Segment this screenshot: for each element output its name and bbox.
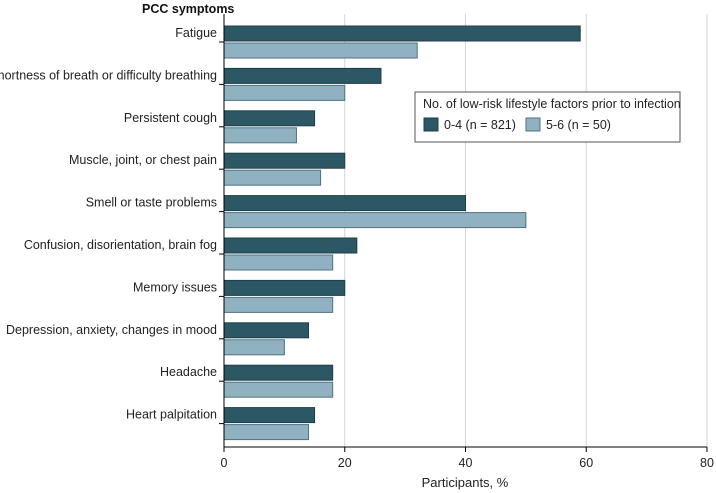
category-label: Memory issues — [133, 280, 217, 294]
bar-series-0-1 — [223, 67, 382, 84]
bars-layer — [223, 25, 581, 441]
bar-series-0-0 — [223, 25, 581, 42]
legend-label-series-1: 5-6 (n = 50) — [546, 118, 611, 132]
category-label: Confusion, disorientation, brain fog — [24, 238, 217, 252]
bar-series-1-6 — [223, 296, 334, 313]
bar-series-1-1 — [223, 84, 346, 101]
bar-series-1-0 — [223, 42, 418, 59]
bar-series-0-6 — [223, 279, 346, 296]
bar-series-0-7 — [223, 322, 310, 339]
category-label: Depression, anxiety, changes in mood — [6, 323, 217, 337]
bar-series-1-2 — [223, 127, 297, 144]
category-label: Muscle, joint, or chest pain — [69, 153, 217, 167]
x-tick-label: 0 — [221, 456, 228, 470]
bar-series-1-5 — [223, 254, 334, 271]
legend-frame — [414, 91, 681, 143]
category-label: Smell or taste problems — [86, 196, 217, 210]
x-tick-label: 60 — [579, 456, 593, 470]
legend-label-series-0: 0-4 (n = 821) — [444, 118, 516, 132]
bar-series-1-7 — [223, 339, 285, 356]
legend: No. of low-risk lifestyle factors prior … — [414, 91, 681, 143]
x-axis-title: Participants, % — [422, 475, 509, 490]
category-label: Persistent cough — [124, 111, 217, 125]
legend-title: No. of low-risk lifestyle factors prior … — [423, 97, 681, 111]
x-tick-label: 40 — [459, 456, 473, 470]
bar-series-0-8 — [223, 364, 334, 381]
bar-series-1-8 — [223, 381, 334, 398]
bar-series-0-4 — [223, 195, 466, 212]
category-label: Shortness of breath or difficulty breath… — [0, 68, 217, 82]
y-axis-title: PCC symptoms — [142, 2, 234, 16]
legend-swatch-series-1 — [525, 117, 541, 132]
bar-series-1-3 — [223, 169, 322, 186]
bar-series-0-5 — [223, 237, 358, 254]
bar-series-0-3 — [223, 152, 346, 169]
bar-series-0-9 — [223, 407, 316, 424]
x-tick-label: 80 — [700, 456, 714, 470]
axis-layer: 0 20 40 60 80 — [219, 14, 714, 470]
x-tick-label: 20 — [338, 456, 352, 470]
bar-series-1-4 — [223, 212, 527, 229]
category-label: Heart palpitation — [126, 408, 217, 422]
bar-series-0-2 — [223, 110, 316, 127]
category-label: Headache — [160, 365, 217, 379]
legend-swatch-series-0 — [423, 117, 439, 132]
labels-layer: Fatigue Shortness of breath or difficulty… — [0, 26, 217, 422]
grid-layer — [344, 14, 708, 447]
bar-series-1-9 — [223, 424, 310, 441]
category-label: Fatigue — [175, 26, 217, 40]
